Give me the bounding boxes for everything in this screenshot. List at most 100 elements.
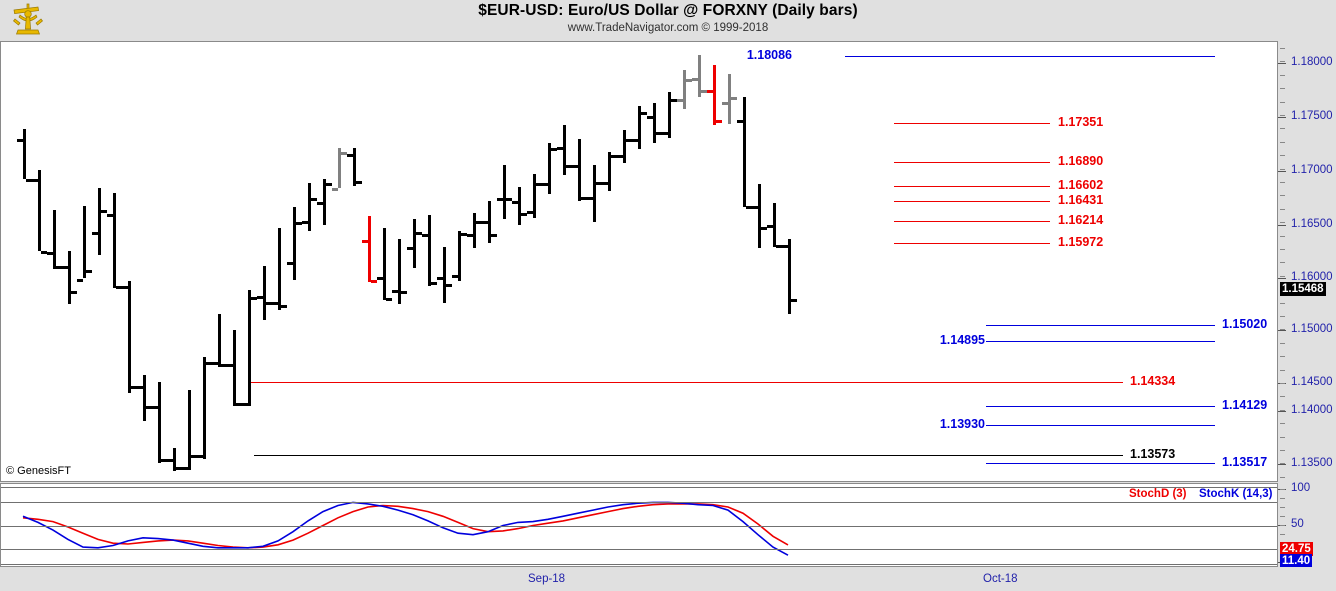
stochastic-panel[interactable]: StochD (3) StochK (14,3) — [0, 483, 1278, 567]
ohlc-open-tick — [92, 232, 98, 236]
price-axis-minor-tick — [1280, 88, 1285, 90]
ohlc-open-tick — [212, 362, 218, 366]
ohlc-close-tick — [206, 362, 212, 366]
ohlc-close-tick — [266, 301, 272, 305]
ohlc-close-tick — [146, 406, 152, 410]
ohlc-bar — [338, 147, 341, 188]
ohlc-bar — [473, 212, 476, 249]
price-axis-label: 1.14000 — [1291, 404, 1333, 416]
ohlc-close-tick — [761, 226, 767, 230]
ohlc-open-tick — [17, 139, 23, 143]
ohlc-open-tick — [692, 78, 698, 82]
ohlc-close-tick — [566, 164, 572, 168]
watermark: © GenesisFT — [6, 465, 71, 477]
ohlc-close-tick — [776, 244, 782, 248]
ohlc-bar — [158, 382, 161, 464]
ohlc-close-tick — [491, 234, 497, 238]
ohlc-bar — [683, 70, 686, 110]
price-axis-tick — [1278, 464, 1286, 465]
ohlc-bar — [323, 178, 326, 226]
ohlc-close-tick — [311, 198, 317, 202]
ohlc-open-tick — [437, 276, 443, 280]
price-axis-label: 1.16500 — [1291, 218, 1333, 230]
ohlc-close-tick — [371, 280, 377, 284]
ohlc-open-tick — [647, 116, 653, 120]
stochastic-gridline — [1, 549, 1277, 550]
price-axis-minor-tick — [1280, 342, 1285, 344]
chart-subtitle: www.TradeNavigator.com © 1999-2018 — [567, 22, 769, 34]
price-axis-minor-tick — [1280, 115, 1285, 116]
ohlc-open-tick — [497, 198, 503, 202]
ohlc-bar — [263, 266, 266, 320]
ohlc-close-tick — [446, 283, 452, 287]
ohlc-open-tick — [632, 138, 638, 142]
ohlc-bar — [98, 187, 101, 255]
ohlc-close-tick — [281, 305, 287, 309]
ohlc-open-tick — [527, 210, 533, 214]
stochastic-axis-label: 100 — [1291, 482, 1311, 494]
ohlc-bar — [743, 96, 746, 208]
ohlc-open-tick — [452, 275, 458, 279]
ohlc-bar — [458, 230, 461, 282]
price-axis-minor-tick — [1280, 222, 1285, 224]
stochastic-axis-minor-tick — [1280, 489, 1285, 490]
ohlc-close-tick — [176, 466, 182, 470]
ohlc-close-tick — [56, 266, 62, 270]
price-axis[interactable]: 1.18000 1.17500 1.17000 1.16500 1.16000 1.150… — [1278, 41, 1336, 482]
ohlc-open-tick — [467, 234, 473, 238]
ohlc-bar — [218, 314, 221, 367]
ohlc-bar — [353, 147, 356, 186]
ohlc-bar — [23, 128, 26, 179]
ohlc-open-tick — [557, 146, 563, 150]
stochk-legend: StochK (14,3) — [1199, 488, 1273, 500]
ohlc-bar — [113, 193, 116, 288]
ohlc-bar — [128, 281, 131, 393]
stochastic-gridline — [1, 487, 1277, 488]
ohlc-close-tick — [656, 131, 662, 135]
ohlc-close-tick — [26, 178, 32, 182]
price-axis-minor-tick — [1280, 476, 1285, 478]
ohlc-close-tick — [521, 212, 527, 216]
price-axis-minor-tick — [1280, 356, 1285, 358]
ohlc-bar — [773, 202, 776, 247]
ohlc-open-tick — [662, 131, 668, 135]
ohlc-open-tick — [722, 102, 728, 106]
ohlc-bar — [638, 105, 641, 150]
ohlc-close-tick — [296, 221, 302, 225]
ohlc-bar — [143, 374, 146, 422]
current-price-marker: 1.15468 — [1280, 281, 1326, 296]
ohlc-bar — [518, 186, 521, 226]
ohlc-close-tick — [431, 282, 437, 286]
ohlc-open-tick — [572, 164, 578, 168]
ohlc-close-tick — [716, 120, 722, 124]
ohlc-bar — [68, 251, 71, 305]
ohlc-bar — [83, 205, 86, 278]
ohlc-open-tick — [287, 261, 293, 265]
price-axis-label: 1.17500 — [1291, 110, 1333, 122]
ohlc-open-tick — [62, 266, 68, 270]
ohlc-open-tick — [137, 385, 143, 389]
price-axis-minor-tick — [1280, 101, 1285, 103]
ohlc-open-tick — [512, 201, 518, 205]
price-axis-minor-tick — [1280, 262, 1285, 264]
ohlc-close-tick — [641, 112, 647, 115]
ohlc-close-tick — [791, 299, 797, 303]
ohlc-bar — [593, 165, 596, 222]
ohlc-open-tick — [227, 364, 233, 368]
price-axis-minor-tick — [1280, 302, 1285, 304]
date-axis: Sep-18 Oct-18 — [0, 567, 1336, 591]
ohlc-open-tick — [737, 120, 743, 124]
ohlc-bar — [578, 138, 581, 202]
price-axis-minor-tick — [1280, 61, 1285, 63]
stochastic-axis-minor-tick — [1280, 507, 1285, 508]
ohlc-open-tick — [392, 290, 398, 294]
stochastic-gridline — [1, 526, 1277, 527]
ohlc-close-tick — [536, 183, 542, 187]
ohlc-open-tick — [602, 181, 608, 185]
stochk-line — [22, 501, 789, 556]
ohlc-close-tick — [401, 291, 407, 295]
ohlc-open-tick — [32, 178, 38, 182]
price-chart-panel[interactable]: © GenesisFT — [0, 41, 1278, 482]
price-axis-minor-tick — [1280, 383, 1285, 384]
